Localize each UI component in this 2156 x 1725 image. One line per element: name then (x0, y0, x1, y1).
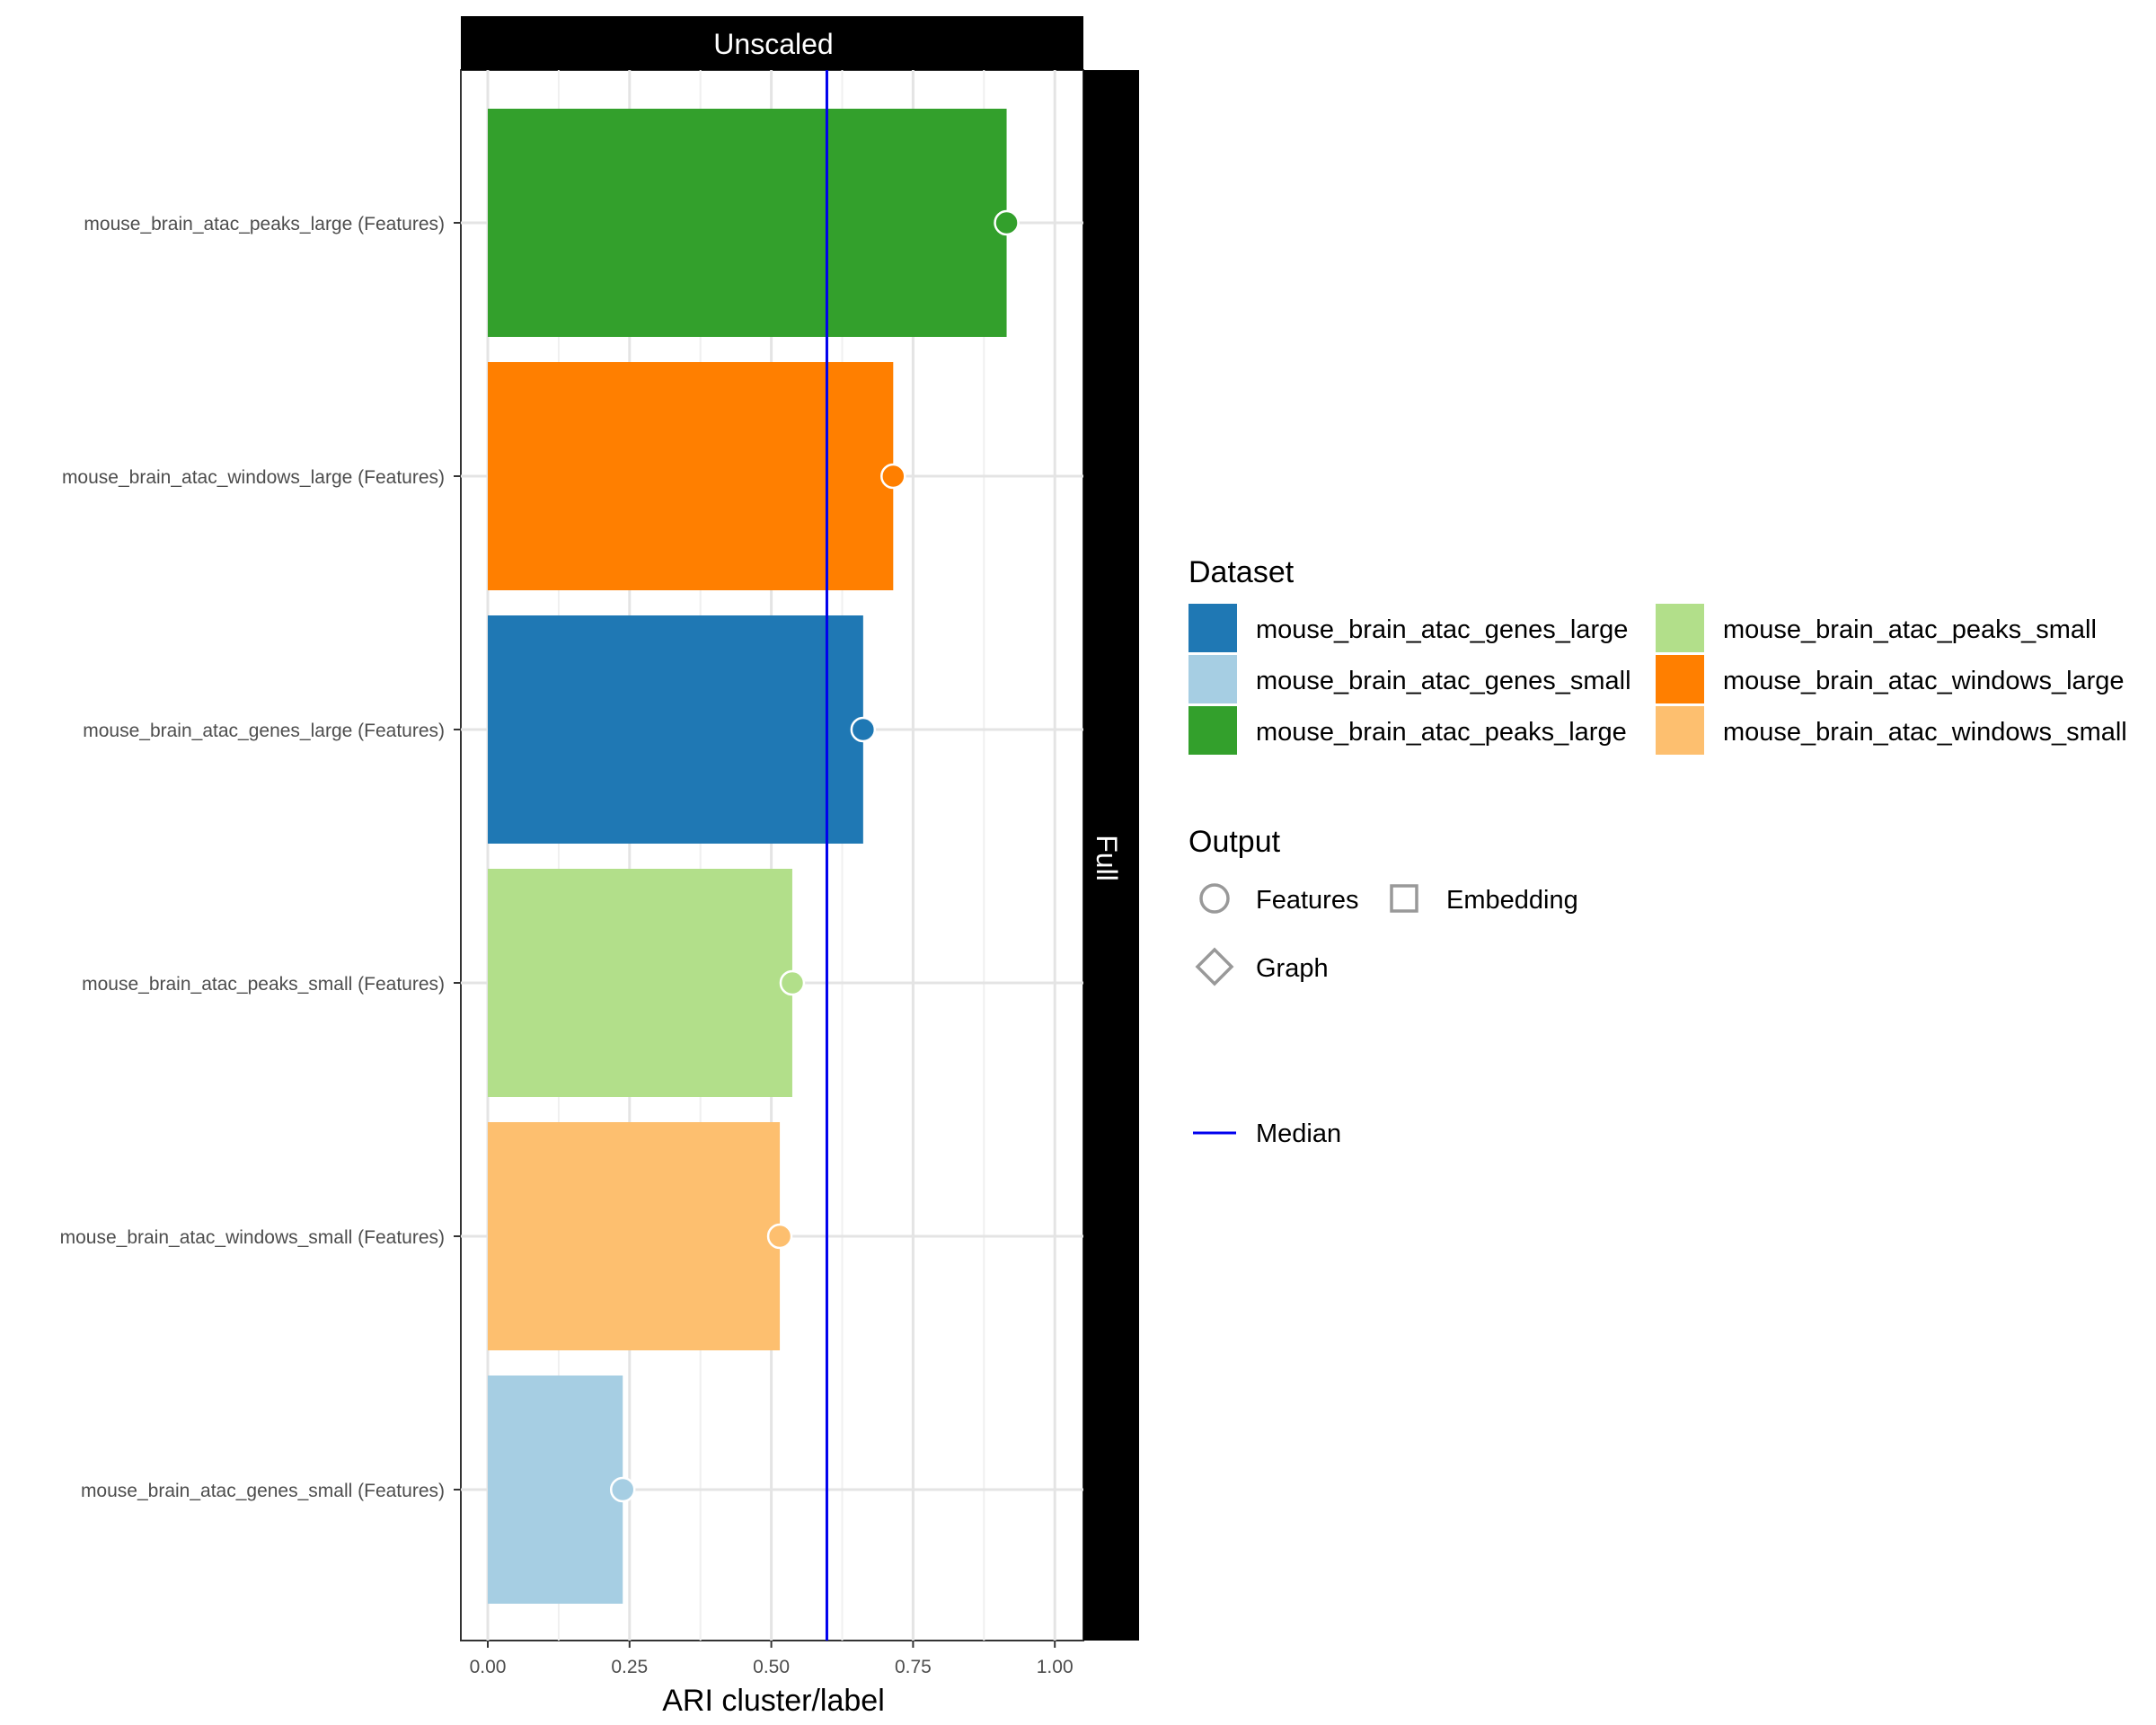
y-tick-label: mouse_brain_atac_windows_small (Features… (60, 1227, 445, 1248)
legend-dataset-key (1188, 706, 1237, 755)
facet-row-strip (1083, 70, 1139, 1641)
x-tick-labels: 0.00 0.25 0.50 0.75 1.00 (470, 1641, 1074, 1677)
x-tick-label: 0.50 (753, 1657, 790, 1677)
points (609, 209, 1020, 1503)
y-tick-label: mouse_brain_atac_genes_small (Features) (81, 1481, 445, 1501)
legend-output-circle-key (1199, 883, 1230, 914)
legend-dataset-key (1188, 655, 1237, 703)
x-tick-label: 0.25 (611, 1657, 648, 1677)
bar (488, 362, 894, 590)
y-tick-labels: mouse_brain_atac_peaks_large (Features) m… (60, 214, 461, 1501)
data-point (880, 463, 906, 490)
y-tick-label: mouse_brain_atac_peaks_small (Features) (82, 974, 445, 995)
legend-dataset-label: mouse_brain_atac_peaks_large (1256, 718, 1627, 747)
facet-column-strip (461, 16, 1083, 70)
data-point (766, 1223, 793, 1250)
legend-output-title: Output (1188, 825, 1281, 859)
bar (488, 1122, 781, 1350)
facet-row-label: Full (1091, 835, 1123, 881)
data-point (850, 716, 877, 743)
facet-column-label: Unscaled (713, 28, 833, 60)
bars (488, 109, 1007, 1604)
facet-strips: Unscaled Full (461, 16, 1139, 1641)
legend-dataset-key (1656, 655, 1704, 703)
legend-output-diamond-key (1195, 947, 1234, 986)
bar (488, 109, 1007, 337)
x-tick-label: 0.75 (895, 1657, 932, 1677)
legend-dataset-label: mouse_brain_atac_genes_large (1256, 615, 1628, 644)
y-tick-label: mouse_brain_atac_peaks_large (Features) (84, 214, 445, 234)
legend-output-label: Features (1256, 886, 1358, 915)
x-axis-title: ARI cluster/label (662, 1684, 885, 1718)
x-tick-label: 1.00 (1037, 1657, 1074, 1677)
legend-dataset-key (1656, 706, 1704, 755)
x-tick-label: 0.00 (470, 1657, 507, 1677)
legend-dataset-label: mouse_brain_atac_windows_small (1723, 718, 2127, 747)
bar (488, 615, 863, 844)
data-point (779, 969, 806, 996)
legend: Dataset Output mouse_brain_atac_genes_la… (1188, 555, 2127, 1148)
y-tick-label: mouse_brain_atac_genes_large (Features) (83, 721, 445, 741)
legend-median-label: Median (1256, 1119, 1341, 1148)
bar (488, 869, 792, 1097)
legend-output-label: Embedding (1446, 886, 1578, 915)
bar (488, 1376, 623, 1604)
legend-dataset-key (1188, 604, 1237, 652)
legend-dataset-title: Dataset (1188, 555, 1294, 589)
data-point (994, 209, 1020, 236)
legend-dataset-key (1656, 604, 1704, 652)
legend-output-square-key (1390, 884, 1418, 913)
legend-output-label: Graph (1256, 954, 1329, 983)
data-point (609, 1476, 636, 1503)
y-tick-label: mouse_brain_atac_windows_large (Features… (62, 467, 445, 488)
legend-dataset-label: mouse_brain_atac_genes_small (1256, 667, 1631, 695)
legend-dataset-label: mouse_brain_atac_windows_large (1723, 667, 2125, 695)
legend-dataset-label: mouse_brain_atac_peaks_small (1723, 615, 2097, 644)
